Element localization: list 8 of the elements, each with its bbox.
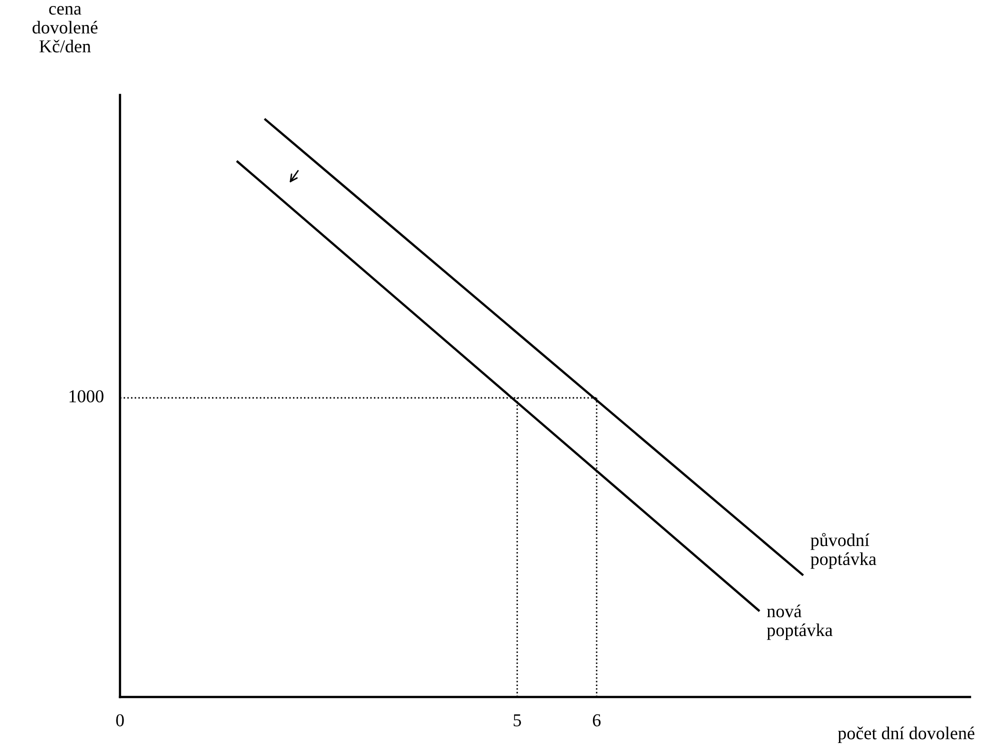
x-axis-title: počet dní dovolené [838,726,974,743]
x-tick-label: 0 [116,714,124,726]
x-tick-label: 6 [592,714,601,726]
annotation: 1000 [70,390,104,402]
x-tick-label: 5 [514,714,522,726]
y-axis-title: cena dovolené Kč/den [32,6,98,52]
series-label: původní poptávka [810,532,876,569]
series-label: nová poptávka [766,604,833,640]
